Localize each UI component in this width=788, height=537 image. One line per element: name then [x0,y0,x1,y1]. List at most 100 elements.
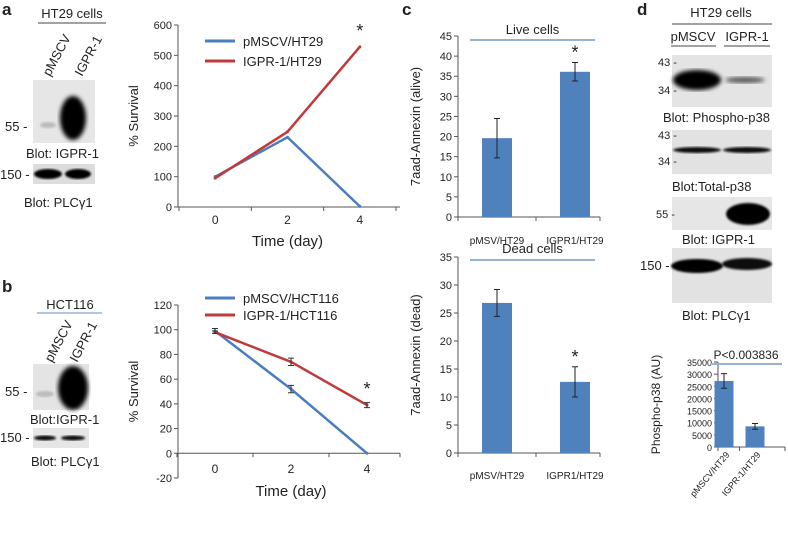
bar-IGPR-1/HT29 [745,426,765,447]
lane-label: IGPR-1 [725,29,768,44]
y-tick-label: 10000 [687,419,712,429]
chart-title: Dead cells [502,241,563,256]
y-tick-label: 200 [154,141,172,153]
y-tick-label: 30000 [687,370,712,380]
data-point [358,45,362,49]
x-tick-label: 2 [288,462,295,476]
y-tick-label: 0 [446,212,452,224]
chart-d-phospho: 0 5000 10000 15000 20000 25000 30000 35000 Phosp… [649,348,786,499]
western-blot-igpr1 [33,80,95,143]
panel-label-d: d [637,0,647,19]
x-tick-label: 2 [284,213,291,227]
y-tick-label: 35 [440,252,452,264]
legend-label: IGPR-1/HCT116 [243,308,337,323]
error-bar [494,288,500,317]
panel-label-c: c [402,0,411,19]
blot-label: Blot: IGPR-1 [682,232,755,247]
bar-pMSV/HT29 [482,302,512,453]
mw-marker: 55 - [656,209,675,221]
cell-line-label: HT29 cells [690,5,752,20]
y-tick-label: 20000 [687,394,712,404]
y-tick-label: 300 [154,111,172,123]
panel-d: d HT29 cells pMSCV IGPR-1 43 - 34 - Blot… [637,0,772,323]
chart-b-survival: -20 0 20 40 60 80 100 120 % Survival 0 2 4 Time (day… [126,291,401,500]
y-tick-label: 20 [440,132,452,144]
x-axis-label: Time (day) [255,483,326,500]
y-tick-label: 0 [166,202,172,214]
error-bar [212,330,218,334]
mw-marker: 55 - [5,384,27,399]
lane-label: IGPR-1 [71,33,105,78]
significance-asterisk: * [571,347,578,367]
y-tick-label: 5 [446,420,452,432]
western-blot-plcg1 [33,164,95,184]
lane-label: pMSCV [39,32,73,79]
mw-marker: 43 - [658,130,677,142]
x-tick-label: 4 [364,462,371,476]
significance-asterisk: * [356,21,363,41]
y-axis-label: Phospho-p38 (AU) [649,355,663,454]
y-tick-label: 100 [154,325,172,337]
chart-c-live: 0 5 10 15 20 25 30 35 40 45 7aad-Annexin (alive) pM… [408,22,604,247]
mw-marker: 150 - [640,258,670,273]
y-tick-label: 30 [440,91,452,103]
legend-label: pMSCV/HT29 [243,34,323,49]
y-tick-label: 400 [154,81,172,93]
data-point [286,130,289,134]
y-axis-label: 7aad-Annexin (alive) [408,67,423,186]
y-tick-label: 0 [166,448,172,460]
y-tick-label: 45 [440,31,452,43]
y-tick-label: 25 [440,308,452,320]
bar-IGPR1/HT29 [560,71,590,217]
error-bar [288,357,294,367]
blot-label: Blot: Phospho-p38 [663,110,770,125]
y-tick-label: 40 [160,399,172,411]
category-label: pMSV/HT29 [470,236,525,247]
y-tick-label: 0 [446,448,452,460]
y-tick-label: 500 [154,50,172,62]
panel-label-b: b [2,277,12,296]
panel-label-a: a [2,0,12,19]
y-tick-label: 40 [440,51,452,63]
chart-title: P<0.003836 [713,348,778,362]
chart-title: Live cells [506,22,560,37]
series-line-pMSCV/HT29 [214,135,361,208]
x-axis-label: Time (day) [252,233,323,250]
error-bar [752,422,758,430]
error-bar [572,366,578,398]
blot-label: Blot:IGPR-1 [30,412,99,427]
y-tick-label: 15 [440,364,452,376]
chart-a-survival: 0 100 200 300 400 500 600 % Survival 0 2 4 Time (da… [126,20,400,250]
mw-marker: 34 - [658,156,677,168]
panel-b: b HCT116 pMSCV IGPR-1 55 - Blot:IGPR-1 1… [0,277,102,469]
western-blot-igpr1 [33,364,89,410]
y-axis-label: % Survival [126,361,141,423]
x-tick-label: 0 [212,213,219,227]
significance-asterisk: * [363,379,370,399]
y-axis-label: % Survival [126,85,141,147]
bar-pMSCV/HT29 [714,380,734,447]
chart-c-dead: 0 5 10 15 20 25 30 35 7aad-Annexin (dead) pMSV/HT… [408,241,604,482]
data-point [286,135,289,139]
mw-marker: 150 - [0,167,30,182]
error-bar [572,62,578,82]
western-blot-phospho-p38 [672,55,772,107]
y-tick-label: 15000 [687,407,712,417]
y-tick-label: -20 [156,473,172,485]
error-bar [721,373,727,389]
x-tick-label: 0 [212,462,219,476]
panel-a: a HT29 cells pMSCV IGPR-1 55 - Blot: IGP… [0,0,106,210]
cell-line-label: HT29 cells [41,6,103,21]
mw-marker: 55 - [5,119,27,134]
blot-label: Blot: PLCγ1 [682,308,751,323]
western-blot-plcg1 [671,248,772,303]
y-tick-label: 25000 [687,382,712,392]
y-tick-label: 5000 [692,431,712,441]
category-label: IGPR1/HT29 [546,471,604,482]
y-axis-label: 7aad-Annexin (dead) [408,294,423,415]
y-tick-label: 0 [707,443,712,453]
mw-marker: 34 - [658,85,677,97]
blot-label: Blot: IGPR-1 [26,146,99,161]
